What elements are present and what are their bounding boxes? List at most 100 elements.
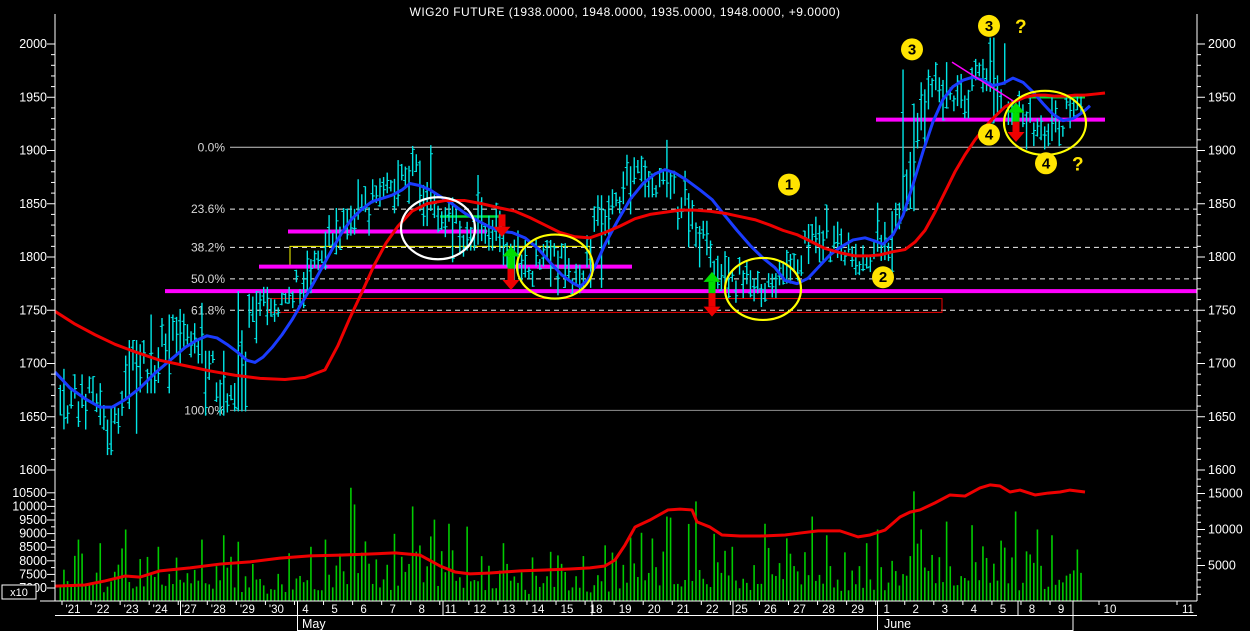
- price-label-right: 1850: [1208, 197, 1236, 211]
- volume-bar: [586, 591, 588, 601]
- volume-bar: [400, 556, 403, 601]
- volume-bar: [782, 579, 784, 601]
- volume-bar: [186, 573, 189, 601]
- volume-bar: [1076, 549, 1079, 601]
- volume-bar: [484, 590, 487, 601]
- up-arrow-head-icon: [1007, 102, 1025, 113]
- volume-label-left: 8000: [19, 554, 47, 568]
- volume-bar: [422, 582, 425, 601]
- price-label-left: 2000: [19, 37, 47, 51]
- volume-bar: [150, 572, 152, 601]
- volume-bar: [731, 546, 734, 601]
- volume-bar: [190, 583, 192, 601]
- price-label-left: 1750: [19, 303, 47, 317]
- volume-multiplier-label: x10: [10, 587, 28, 599]
- volume-bar: [698, 569, 701, 601]
- volume-bar: [764, 523, 766, 601]
- down-arrow-head-icon: [502, 280, 520, 291]
- volume-bar: [110, 581, 112, 601]
- volume-bar: [201, 539, 203, 601]
- volume-bar: [386, 564, 389, 601]
- volume-ma-line: [54, 483, 1086, 588]
- volume-bar: [982, 546, 984, 601]
- volume-bar: [281, 584, 283, 601]
- volume-bar: [1065, 575, 1068, 601]
- volume-bar: [985, 557, 988, 601]
- volume-bar: [822, 583, 824, 601]
- day-label: 5: [1000, 604, 1006, 616]
- day-label: 3: [942, 604, 948, 616]
- volume-bar: [1022, 582, 1024, 601]
- question-mark: ?: [1072, 154, 1084, 175]
- volume-bar: [430, 536, 432, 601]
- volume-bar: [640, 532, 643, 601]
- volume-bar: [855, 584, 857, 601]
- up-arrow-head-icon: [502, 246, 520, 257]
- volume-bar: [796, 571, 799, 601]
- price-label-left: 1850: [19, 197, 47, 211]
- volume-bar: [644, 580, 646, 601]
- wave-circle-4: [978, 123, 1000, 146]
- trendline: [951, 61, 1015, 103]
- volume-bar: [727, 575, 730, 601]
- day-label: 4: [971, 604, 978, 616]
- volume-bar: [524, 589, 527, 601]
- volume-bar: [749, 589, 752, 601]
- volume-bar: [738, 588, 741, 601]
- volume-bar: [237, 541, 240, 601]
- volume-bar: [880, 567, 883, 601]
- fib-label: 50.0%: [191, 272, 225, 286]
- volume-bar: [448, 523, 450, 601]
- volume-bar: [230, 556, 232, 601]
- day-label: 26: [764, 604, 777, 616]
- volume-bars: [59, 487, 1082, 601]
- volume-bar: [353, 504, 356, 601]
- volume-bar: [564, 572, 567, 601]
- volume-bar: [949, 566, 952, 601]
- volume-bar: [459, 577, 461, 601]
- up-arrow-shaft: [1012, 112, 1020, 122]
- volume-bar: [313, 589, 316, 601]
- volume-label-right: 10000: [1208, 523, 1243, 537]
- volume-bar: [1014, 511, 1017, 601]
- volume-bar: [647, 572, 650, 601]
- price-label-right: 1800: [1208, 250, 1236, 264]
- price-label-right: 1700: [1208, 357, 1236, 371]
- volume-bar: [357, 573, 359, 601]
- volume-bar: [858, 566, 861, 601]
- volume-bar: [168, 573, 171, 601]
- volume-bar: [876, 529, 879, 601]
- volume-bar: [88, 585, 91, 601]
- volume-bar: [84, 585, 87, 601]
- volume-bar: [942, 582, 944, 601]
- volume-bar: [626, 582, 628, 601]
- volume-bar: [655, 567, 657, 601]
- down-arrow-head-icon: [703, 306, 721, 317]
- volume-bar: [153, 576, 156, 601]
- fib-label: 38.2%: [191, 240, 225, 254]
- volume-bar: [1069, 573, 1071, 601]
- up-arrow-shaft: [507, 256, 515, 269]
- volume-bar: [716, 562, 719, 601]
- volume-bar: [557, 555, 559, 601]
- volume-bar: [495, 588, 497, 601]
- volume-bar: [288, 553, 290, 601]
- day-label: 11: [1182, 604, 1194, 616]
- volume-bar: [277, 573, 280, 601]
- volume-bar: [528, 593, 530, 601]
- wave-circle-3: [901, 38, 923, 61]
- volume-bar: [702, 578, 705, 601]
- day-label: '29: [240, 604, 255, 616]
- volume-bar: [77, 539, 80, 601]
- volume-bar: [807, 575, 810, 601]
- volume-bar: [756, 583, 759, 601]
- volume-bar: [259, 579, 261, 601]
- volume-bar: [197, 580, 200, 601]
- volume-bar: [331, 587, 334, 601]
- volume-bar: [611, 552, 614, 601]
- day-label: 25: [735, 604, 748, 616]
- volume-bar: [1051, 535, 1053, 601]
- day-label: 29: [851, 604, 864, 616]
- volume-bar: [706, 584, 708, 601]
